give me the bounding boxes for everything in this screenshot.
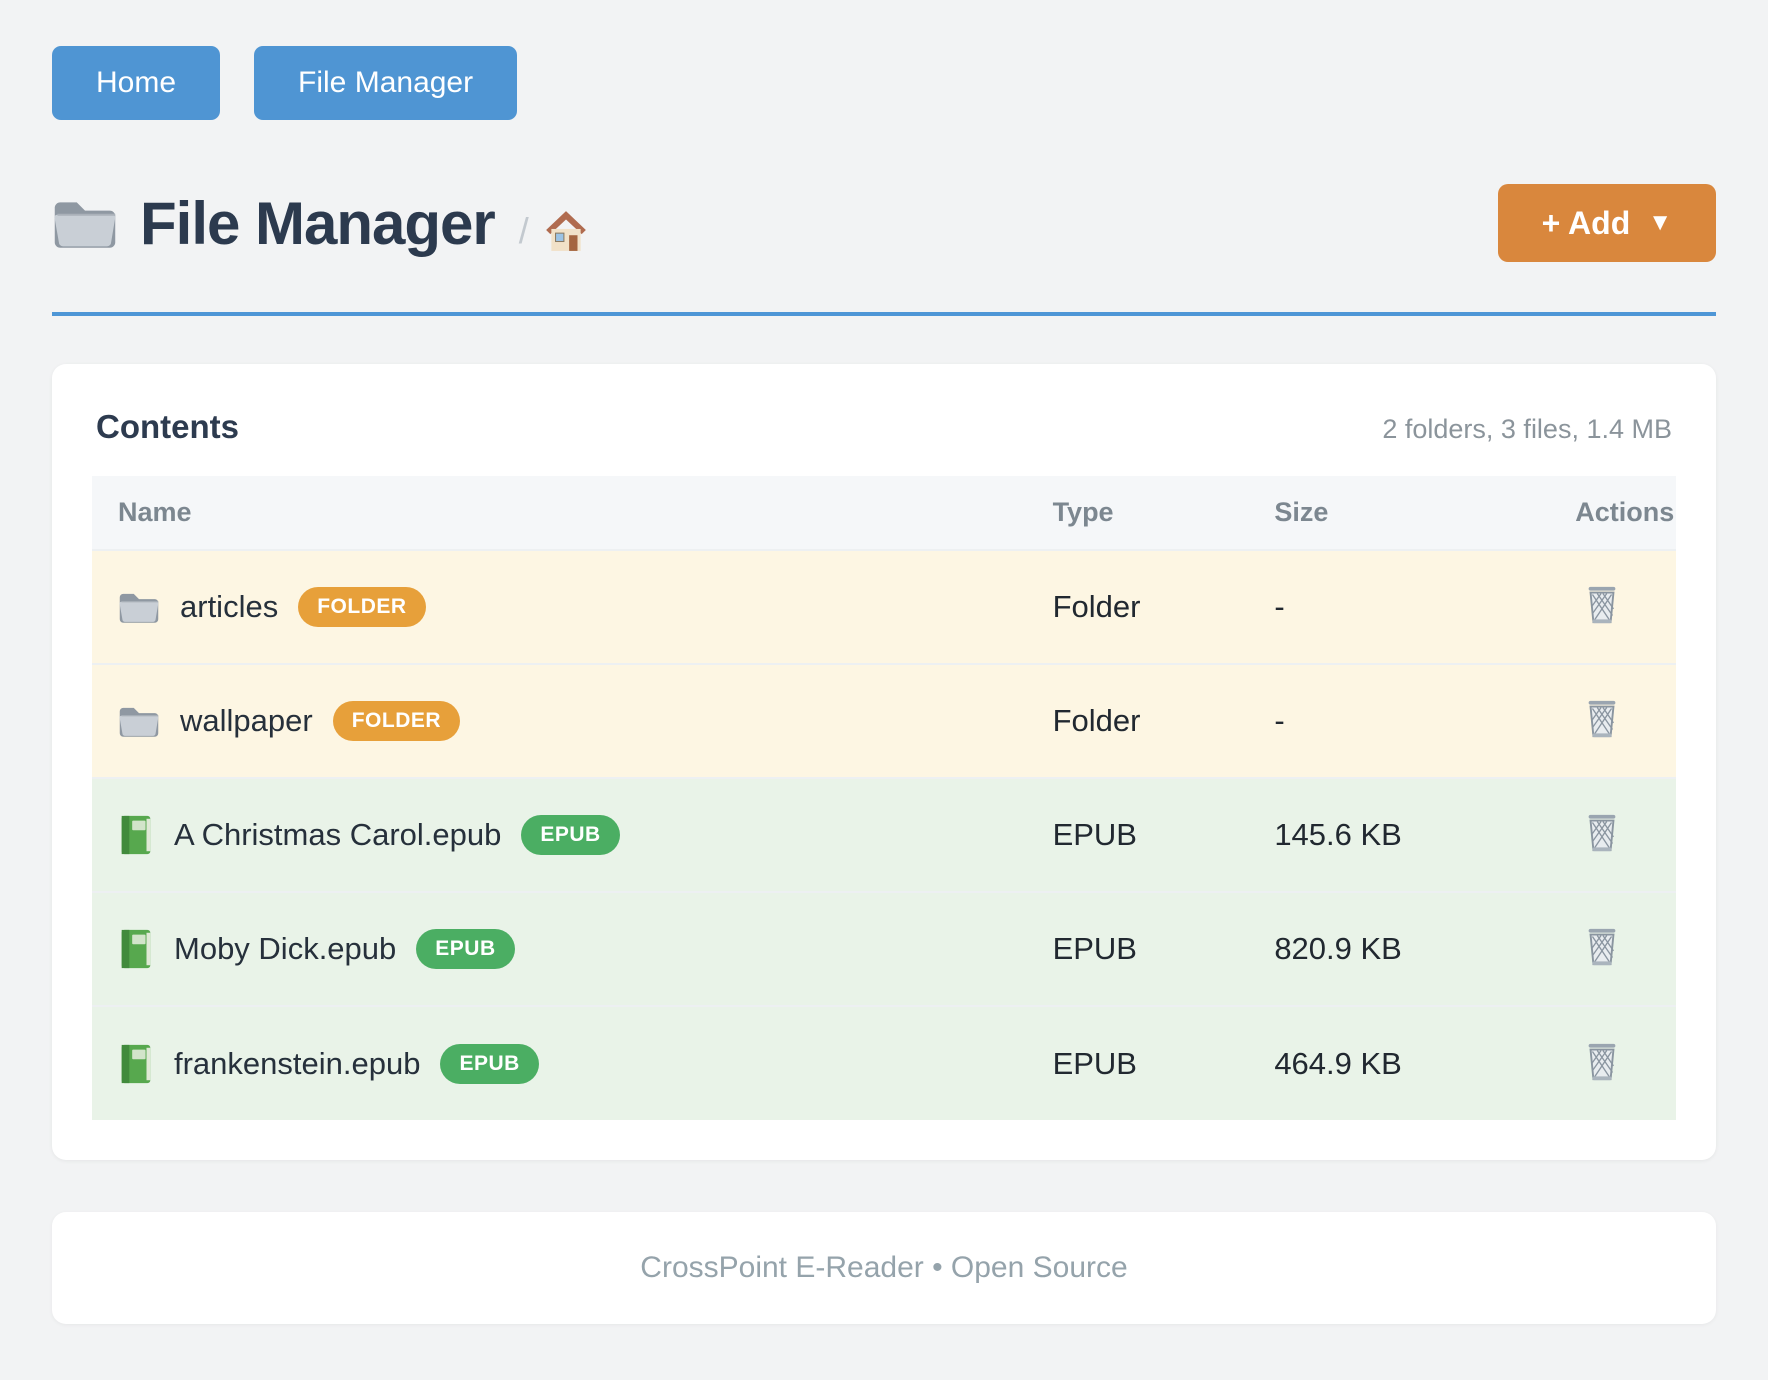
type-badge: FOLDER <box>298 587 426 627</box>
title-group: File Manager / <box>52 189 589 258</box>
type-badge: EPUB <box>416 929 515 969</box>
chevron-down-icon: ▼ <box>1648 209 1672 236</box>
contents-summary: 2 folders, 3 files, 1.4 MB <box>1382 414 1672 444</box>
item-size: 145.6 KB <box>1248 777 1550 892</box>
card-title: Contents <box>96 408 239 445</box>
item-name[interactable]: A Christmas Carol.epub <box>174 817 502 852</box>
table-header-row: Name Type Size Actions <box>92 476 1676 550</box>
page-title: File Manager <box>140 189 496 257</box>
trash-icon <box>1587 813 1617 853</box>
contents-card: Contents 2 folders, 3 files, 1.4 MB Name… <box>52 364 1716 1160</box>
item-type: EPUB <box>1026 1005 1249 1120</box>
nav-home-button[interactable]: Home <box>52 46 221 120</box>
column-header-type: Type <box>1026 476 1249 550</box>
item-type: Folder <box>1026 663 1249 778</box>
page: Home File Manager File Manager / + Add ▼… <box>52 46 1716 1324</box>
table-row: frankenstein.epub EPUB EPUB 464.9 KB <box>92 1005 1676 1120</box>
trash-icon <box>1587 927 1617 967</box>
delete-button[interactable] <box>1579 922 1625 972</box>
delete-button[interactable] <box>1579 808 1625 858</box>
type-badge: EPUB <box>440 1043 539 1084</box>
file-table: Name Type Size Actions articles FOLDER <box>92 476 1676 1120</box>
column-header-name: Name <box>92 476 1027 550</box>
item-size: - <box>1248 549 1550 664</box>
item-name[interactable]: Moby Dick.epub <box>174 931 397 966</box>
page-header: File Manager / + Add ▼ <box>52 184 1716 262</box>
delete-button[interactable] <box>1579 694 1625 744</box>
trash-icon <box>1587 699 1617 739</box>
footer: CrossPoint E-Reader • Open Source <box>52 1212 1716 1324</box>
breadcrumb-separator: / <box>518 210 529 251</box>
item-size: 820.9 KB <box>1248 891 1550 1006</box>
table-row: wallpaper FOLDER Folder - <box>92 663 1676 778</box>
home-icon[interactable] <box>543 207 589 253</box>
item-type: EPUB <box>1026 891 1249 1006</box>
table-row: A Christmas Carol.epub EPUB EPUB 145.6 K… <box>92 777 1676 892</box>
title-divider <box>52 312 1716 316</box>
folder-icon <box>118 593 159 624</box>
folder-icon <box>118 707 159 738</box>
delete-button[interactable] <box>1579 580 1625 630</box>
card-header: Contents 2 folders, 3 files, 1.4 MB <box>92 408 1676 446</box>
table-row: articles FOLDER Folder - <box>92 549 1676 664</box>
item-name[interactable]: articles <box>180 589 279 624</box>
column-header-size: Size <box>1248 476 1550 550</box>
delete-button[interactable] <box>1579 1037 1625 1087</box>
footer-text: CrossPoint E-Reader • Open Source <box>640 1251 1128 1284</box>
trash-icon <box>1587 585 1617 625</box>
item-name[interactable]: wallpaper <box>180 703 313 738</box>
top-nav: Home File Manager <box>52 46 1716 120</box>
item-type: EPUB <box>1026 777 1249 892</box>
column-header-actions: Actions <box>1549 476 1676 550</box>
book-icon <box>121 929 151 969</box>
type-badge: EPUB <box>521 815 620 855</box>
item-type: Folder <box>1026 549 1249 664</box>
book-icon <box>121 815 151 855</box>
item-size: 464.9 KB <box>1248 1005 1550 1120</box>
add-button[interactable]: + Add ▼ <box>1497 184 1716 262</box>
item-size: - <box>1248 663 1550 778</box>
book-icon <box>121 1044 151 1083</box>
add-button-label: + Add <box>1541 204 1631 241</box>
table-row: Moby Dick.epub EPUB EPUB 820.9 KB <box>92 891 1676 1006</box>
folder-icon <box>53 201 117 249</box>
trash-icon <box>1587 1042 1617 1081</box>
nav-file-manager-button[interactable]: File Manager <box>254 46 518 120</box>
item-name[interactable]: frankenstein.epub <box>174 1045 421 1081</box>
type-badge: FOLDER <box>332 701 461 741</box>
